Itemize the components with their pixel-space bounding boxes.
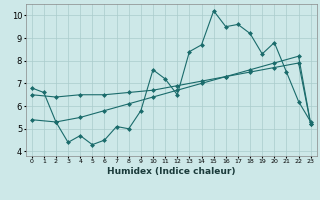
X-axis label: Humidex (Indice chaleur): Humidex (Indice chaleur) xyxy=(107,167,236,176)
